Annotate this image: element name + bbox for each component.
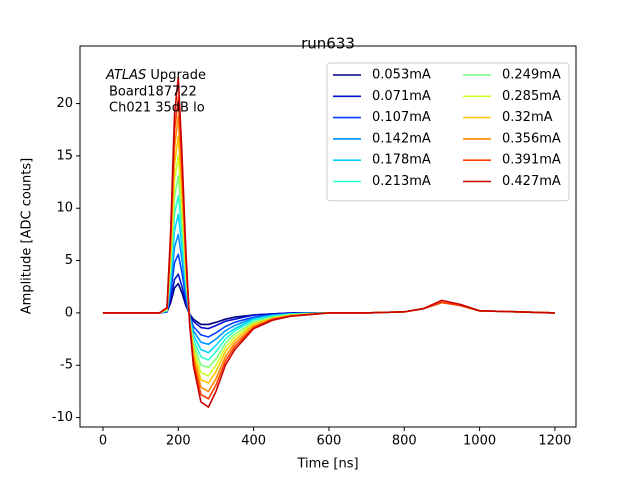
x-tick-label: 400	[241, 434, 266, 449]
legend-box	[326, 62, 570, 202]
y-tick-label: 5	[65, 253, 73, 268]
legend: 0.053mA 0.071mA 0.107mA 0.142mA 0.178mA 0.213…	[326, 62, 570, 202]
x-tick-label: 0	[99, 434, 107, 449]
legend-label: 0.356mA	[502, 131, 561, 146]
y-tick-label: 10	[56, 201, 73, 216]
y-axis-label: Amplitude [ADC counts]	[20, 158, 35, 314]
legend-label: 0.32mA	[502, 110, 553, 125]
x-axis-label: Time [ns]	[296, 457, 358, 472]
y-tick-label: 20	[56, 96, 73, 111]
y-tick-label: -5	[60, 358, 73, 373]
plot-area	[102, 76, 555, 408]
annotation: ATLAS Upgrade	[105, 68, 206, 83]
annotation-line: Board187722	[109, 85, 197, 100]
legend-label: 0.142mA	[372, 131, 431, 146]
legend-label: 0.427mA	[502, 174, 561, 189]
x-tick-label: 600	[317, 434, 342, 449]
legend-label: 0.071mA	[372, 89, 431, 104]
x-tick-label: 800	[392, 434, 417, 449]
annotation-italic: ATLAS	[105, 68, 146, 83]
legend-label: 0.285mA	[502, 89, 561, 104]
legend-label: 0.053mA	[372, 68, 431, 83]
y-tick-label: 0	[65, 305, 73, 320]
y-tick-label: 15	[56, 148, 73, 163]
y-tick-label: -10	[52, 410, 73, 425]
legend-label: 0.249mA	[502, 68, 561, 83]
legend-label: 0.107mA	[372, 110, 431, 125]
chart-title: run633	[301, 35, 355, 53]
annotation-line: Ch021 35dB lo	[109, 101, 205, 116]
x-tick-label: 200	[166, 434, 191, 449]
series-line	[102, 76, 555, 408]
legend-label: 0.213mA	[372, 174, 431, 189]
x-tick-label: 1200	[538, 434, 571, 449]
x-tick-label: 1000	[463, 434, 496, 449]
legend-label: 0.391mA	[502, 153, 561, 168]
annotation-rest: Upgrade	[150, 68, 206, 83]
axes-frame	[79, 45, 577, 428]
legend-label: 0.178mA	[372, 153, 431, 168]
